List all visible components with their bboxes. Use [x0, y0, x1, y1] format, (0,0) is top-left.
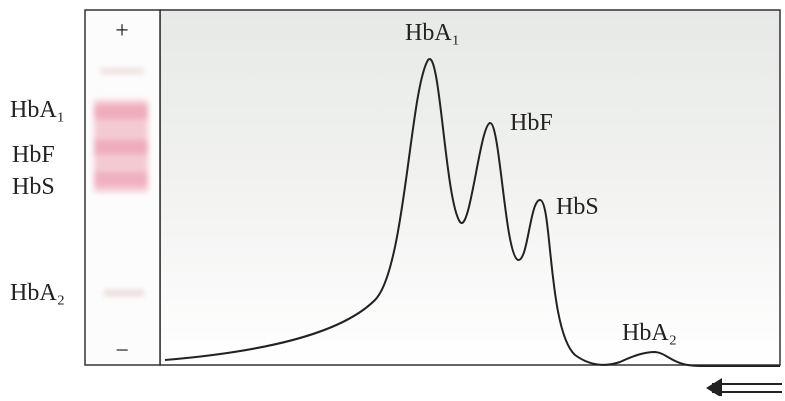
gel-label: HbA₂	[10, 280, 65, 306]
gel-label: HbS	[12, 174, 55, 200]
anode-sign: +	[115, 18, 129, 44]
peak-label: HbS	[556, 194, 599, 220]
peak-label: HbA₁	[405, 20, 460, 46]
gel-label: HbA₁	[10, 97, 65, 123]
page: {"gel": {"plus": "+", "minus": "−", "lab…	[0, 0, 785, 396]
gel-label: HbF	[12, 142, 55, 168]
peak-label: HbA₂	[622, 320, 677, 346]
cathode-sign: −	[115, 338, 129, 364]
trace-panel	[160, 10, 780, 365]
direction-arrow	[706, 378, 782, 396]
diagram: + − HbA₁ HbF HbS HbA₂ HbA₁ HbF HbS HbA₂	[0, 0, 785, 396]
peak-label: HbF	[510, 110, 553, 136]
